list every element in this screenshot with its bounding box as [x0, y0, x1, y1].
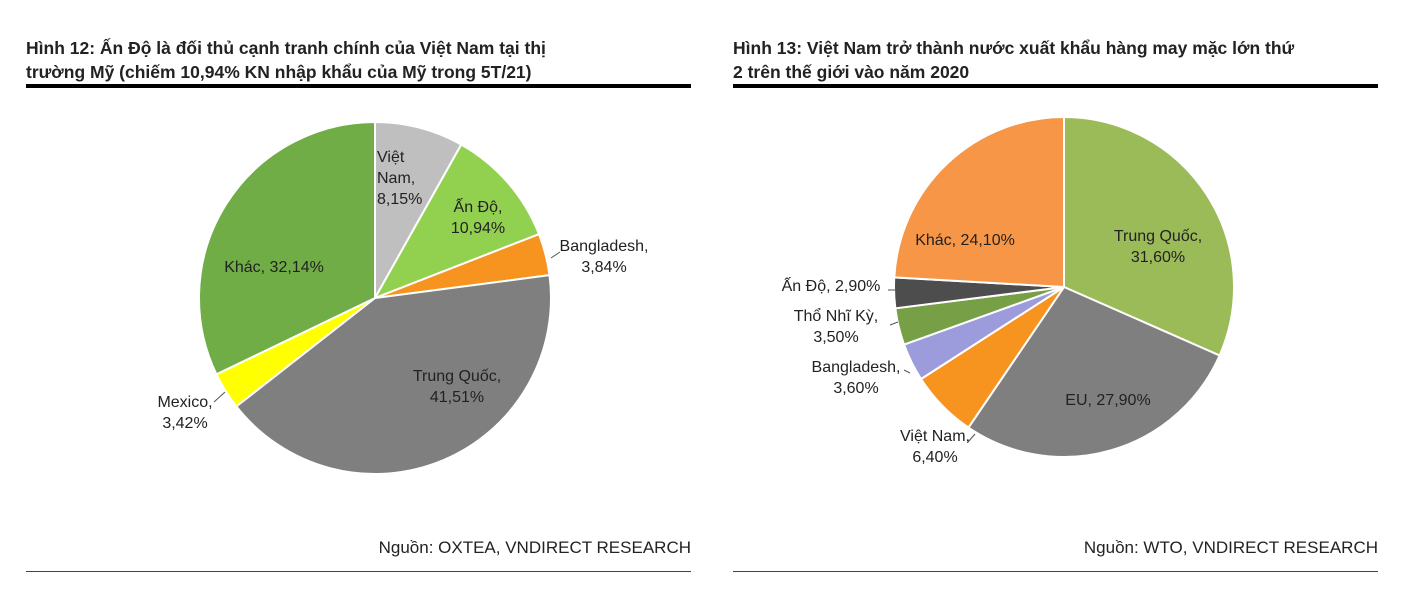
data-label-line: 31,60% — [1131, 249, 1185, 266]
data-label-line: Việt Nam, — [900, 428, 970, 445]
bottom-rule — [26, 571, 691, 572]
data-label-line: Ấn Độ, 2,90% — [782, 276, 881, 295]
data-label-line: Việt — [377, 149, 405, 166]
data-label: Thổ Nhĩ Kỳ, 3,50% — [794, 307, 878, 346]
data-label-line: 41,51% — [430, 389, 484, 406]
data-label-line: 6,40% — [912, 449, 957, 466]
data-label: Ấn Độ, 2,90% — [782, 276, 881, 295]
data-label-line: Bangladesh, — [560, 238, 649, 255]
leader-line — [967, 433, 976, 443]
data-label: Trung Quốc, 31,60% — [1114, 228, 1202, 266]
leader-line — [889, 321, 899, 326]
title-rule — [733, 84, 1378, 88]
data-label-line: 3,50% — [813, 329, 858, 346]
data-label-line: Thổ Nhĩ Kỳ, — [794, 307, 878, 325]
data-label-line: Nam, — [377, 170, 415, 187]
data-label: Ấn Độ, 10,94% — [451, 197, 505, 237]
pie-slice-khác — [198, 120, 376, 376]
data-label-line: Ấn Độ, — [454, 197, 503, 216]
title-rule — [26, 84, 691, 88]
source-note-12: Nguồn: OXTEA, VNDIRECT RESEARCH — [378, 538, 691, 557]
data-label: Khác, 24,10% — [915, 232, 1015, 249]
data-label: Trung Quốc, 41,51% — [413, 368, 501, 406]
pie-slice-khác — [893, 115, 1065, 289]
bottom-rule — [733, 571, 1378, 572]
data-label-line: 10,94% — [451, 220, 505, 237]
title-line: 2 trên thế giới vào năm 2020 — [733, 62, 970, 82]
chart-title-13: Hình 13: Việt Nam trở thành nước xuất kh… — [733, 36, 1403, 84]
pie-slice-ấn-độ — [372, 143, 541, 300]
data-label-line: Mexico, — [157, 394, 212, 411]
data-label-line: 3,42% — [162, 415, 207, 432]
leader-line — [213, 391, 226, 403]
pie-slice-trung-quốc — [1063, 115, 1235, 357]
title-line: trường Mỹ (chiếm 10,94% KN nhập khẩu của… — [26, 62, 532, 82]
source-note-13: Nguồn: WTO, VNDIRECT RESEARCH — [1083, 538, 1378, 557]
title-line: Hình 13: Việt Nam trở thành nước xuất kh… — [733, 38, 1295, 58]
title-line: Hình 12: Ấn Độ là đối thủ cạnh tranh chí… — [26, 38, 546, 58]
chart-title-12: Hình 12: Ấn Độ là đối thủ cạnh tranh chí… — [26, 36, 706, 84]
data-label: Bangladesh, 3,60% — [812, 359, 901, 397]
leader-line — [903, 369, 911, 374]
data-label-line: Trung Quốc, — [413, 368, 501, 385]
data-label-line: Trung Quốc, — [1114, 228, 1202, 245]
data-label-line: 8,15% — [377, 191, 422, 208]
data-label-line: Khác, 32,14% — [224, 259, 324, 276]
data-label: EU, 27,90% — [1065, 392, 1150, 409]
data-label: Mexico, 3,42% — [157, 394, 212, 432]
data-label: Việt Nam, 8,15% — [377, 149, 422, 208]
data-label: Khác, 32,14% — [224, 259, 324, 276]
data-label-line: EU, 27,90% — [1065, 392, 1150, 409]
data-label-line: Bangladesh, — [812, 359, 901, 376]
pie-slice-eu — [967, 285, 1221, 458]
pie-slice-việt-nam — [374, 120, 463, 302]
data-label-line: 3,60% — [833, 380, 878, 397]
data-label-line: Khác, 24,10% — [915, 232, 1015, 249]
data-label: Bangladesh, 3,84% — [560, 238, 649, 276]
data-label-line: 3,84% — [581, 259, 626, 276]
data-label: Việt Nam, 6,40% — [900, 428, 970, 466]
leader-line — [550, 251, 561, 259]
pie-slice-trung-quốc — [234, 274, 552, 475]
